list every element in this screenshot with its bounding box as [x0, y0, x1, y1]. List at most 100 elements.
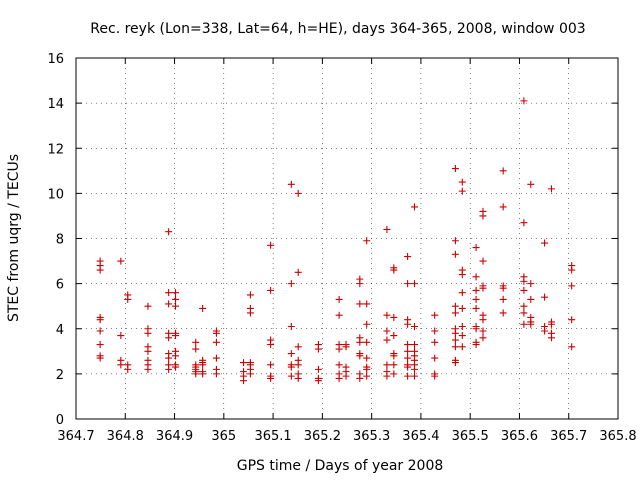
- data-point: [451, 250, 459, 258]
- x-tick-label: 365.6: [501, 429, 538, 444]
- data-point: [267, 241, 275, 249]
- data-point: [363, 372, 371, 380]
- data-point: [499, 309, 507, 317]
- data-point: [383, 225, 391, 233]
- data-point: [144, 365, 152, 373]
- data-point: [404, 363, 412, 371]
- data-point: [117, 332, 125, 340]
- y-axis-label: STEC from uqrg / TECUs: [6, 154, 22, 322]
- data-point: [335, 374, 343, 382]
- data-point: [165, 300, 173, 308]
- y-tick-label: 14: [47, 97, 64, 112]
- data-point: [499, 295, 507, 303]
- data-point: [472, 244, 480, 252]
- data-point: [363, 365, 371, 373]
- data-point: [363, 354, 371, 362]
- data-point: [451, 237, 459, 245]
- data-point: [568, 343, 576, 351]
- data-point: [431, 327, 439, 335]
- data-point: [383, 327, 391, 335]
- data-point: [472, 286, 480, 294]
- data-point: [96, 354, 104, 362]
- data-point: [458, 187, 466, 195]
- data-point: [431, 311, 439, 319]
- data-point: [472, 295, 480, 303]
- data-point: [451, 165, 459, 173]
- data-point: [568, 282, 576, 290]
- data-point: [165, 228, 173, 236]
- data-point: [294, 343, 302, 351]
- x-tick-label: 364.9: [156, 429, 193, 444]
- data-point: [547, 334, 555, 342]
- data-point: [124, 295, 132, 303]
- data-point: [458, 332, 466, 340]
- grid-lines: [76, 58, 618, 419]
- data-point: [472, 341, 480, 349]
- data-point: [527, 180, 535, 188]
- x-axis-label: GPS time / Days of year 2008: [237, 458, 444, 474]
- x-tick-label: 365.1: [254, 429, 291, 444]
- data-point: [527, 280, 535, 288]
- data-point: [479, 212, 487, 220]
- data-point: [520, 97, 528, 105]
- data-point: [363, 338, 371, 346]
- data-point: [294, 268, 302, 276]
- data-point: [335, 361, 343, 369]
- data-point: [547, 320, 555, 328]
- data-point: [451, 359, 459, 367]
- data-point: [117, 257, 125, 265]
- data-point: [472, 325, 480, 333]
- y-tick-label: 0: [56, 413, 64, 428]
- data-point: [144, 347, 152, 355]
- data-point: [356, 300, 364, 308]
- data-point: [172, 363, 180, 371]
- data-point: [335, 295, 343, 303]
- data-point: [411, 322, 419, 330]
- y-tick-label: 8: [56, 233, 64, 248]
- data-point: [240, 377, 248, 385]
- data-point: [404, 354, 412, 362]
- data-point: [451, 309, 459, 317]
- data-point: [390, 370, 398, 378]
- data-point: [172, 332, 180, 340]
- data-point: [356, 374, 364, 382]
- data-point: [451, 343, 459, 351]
- y-tick-label: 12: [47, 142, 64, 157]
- data-point: [520, 302, 528, 310]
- data-point: [499, 284, 507, 292]
- data-point: [520, 309, 528, 317]
- data-point: [458, 322, 466, 330]
- data-point: [472, 273, 480, 281]
- data-point: [390, 332, 398, 340]
- data-point: [314, 365, 322, 373]
- data-point: [267, 361, 275, 369]
- data-point: [479, 334, 487, 342]
- data-point: [363, 237, 371, 245]
- data-point: [458, 304, 466, 312]
- data-point: [499, 167, 507, 175]
- data-point: [246, 309, 254, 317]
- data-point: [363, 300, 371, 308]
- data-point: [383, 311, 391, 319]
- data-point: [458, 271, 466, 279]
- data-point: [144, 329, 152, 337]
- data-point: [199, 304, 207, 312]
- data-point: [541, 239, 549, 247]
- data-point: [165, 354, 173, 362]
- data-point: [117, 361, 125, 369]
- data-point: [267, 374, 275, 382]
- y-tick-label: 16: [47, 52, 64, 67]
- data-point: [404, 372, 412, 380]
- data-point: [165, 289, 173, 297]
- axis-ticks: [75, 57, 619, 420]
- data-point: [287, 363, 295, 371]
- x-axis-tick-labels: 364.7 364.8 364.9 365 365.1 365.2 365.3 365.4 36…: [57, 429, 636, 444]
- data-point: [527, 320, 535, 328]
- data-point: [404, 253, 412, 261]
- data-point: [404, 347, 412, 355]
- x-tick-label: 365.4: [402, 429, 439, 444]
- data-point: [520, 320, 528, 328]
- data-point: [479, 257, 487, 265]
- data-point: [527, 295, 535, 303]
